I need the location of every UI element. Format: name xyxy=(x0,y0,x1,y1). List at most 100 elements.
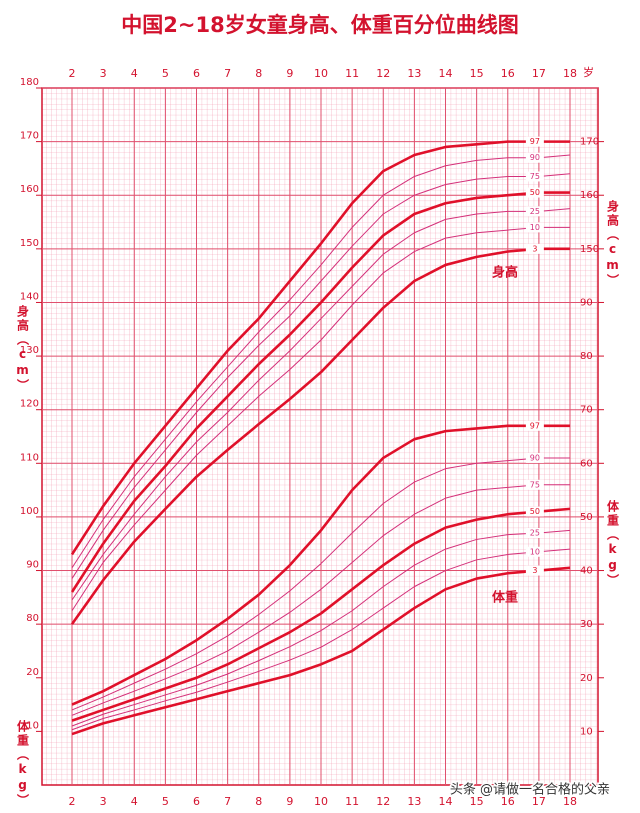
x-tick-label: 13 xyxy=(407,67,421,80)
y2-tick-label: 40 xyxy=(580,566,593,577)
percentile-line xyxy=(71,457,570,711)
x-tick-label: 2 xyxy=(69,67,76,80)
major-grid: 2 2 3 3 4 4 5 5 6 6 7 7 8 8 9 9 10 10 11 11 12 12 13 13 14 14 15 15… xyxy=(20,67,604,808)
x-tick-label: 6 xyxy=(193,67,200,80)
watermark: 头条 @请做一名合格的父亲 xyxy=(450,782,610,798)
label-bg xyxy=(525,546,544,557)
x-tick-label: 5 xyxy=(162,795,169,808)
x-tick-label: 5 xyxy=(162,67,169,80)
percentile-line xyxy=(71,154,571,569)
percentile-line xyxy=(71,566,571,736)
label-bg xyxy=(525,222,544,233)
y2-tick-label: 50 xyxy=(580,512,593,523)
y2-tick-label: 20 xyxy=(26,667,39,678)
series-label: 3 xyxy=(532,566,537,575)
y-axis-label: 身高（cm） xyxy=(16,304,30,393)
percentile-line xyxy=(71,529,571,727)
x-tick-label: 14 xyxy=(439,67,453,80)
percentile-line xyxy=(71,507,571,722)
label-bg xyxy=(525,452,544,463)
label-bg xyxy=(525,171,544,182)
x-tick-label: 3 xyxy=(100,67,107,80)
y-tick-label: 100 xyxy=(20,506,39,517)
series-label: 25 xyxy=(530,207,540,216)
series-label: 25 xyxy=(530,529,540,538)
x-tick-label: 15 xyxy=(470,795,484,808)
x-tick-label: 4 xyxy=(131,795,138,808)
y-tick-label: 150 xyxy=(20,238,39,249)
percentile-line xyxy=(71,208,571,601)
x-tick-label: 8 xyxy=(255,67,262,80)
x-tick-label: 4 xyxy=(131,67,138,80)
curves: 97 90 75 50 25 10 3 97 90 75 50 25 10 3 xyxy=(70,136,571,736)
y2-tick-label: 10 xyxy=(580,726,593,737)
percentile-line xyxy=(70,191,570,593)
x-tick-label: 17 xyxy=(532,67,546,80)
y-tick-label: 180 xyxy=(20,77,39,88)
annotation: 体重 xyxy=(492,590,518,606)
x-tick-label: 14 xyxy=(439,795,453,808)
series-label: 10 xyxy=(530,223,540,232)
series-label: 3 xyxy=(532,244,537,253)
percentile-line xyxy=(71,548,571,731)
y2-tick-label: 20 xyxy=(580,673,593,684)
label-bg xyxy=(525,528,544,539)
y-tick-label: 170 xyxy=(20,131,39,142)
label-bg xyxy=(525,479,544,490)
x-tick-label: 10 xyxy=(314,795,328,808)
x-tick-label: 9 xyxy=(286,67,293,80)
x-tick-label: 11 xyxy=(345,795,359,808)
y2-tick-label: 10 xyxy=(26,720,39,731)
x-tick-label: 15 xyxy=(470,67,484,80)
x-tick-label: 7 xyxy=(224,67,231,80)
label-bg xyxy=(525,206,544,217)
label-bg xyxy=(525,506,544,517)
series-label: 75 xyxy=(530,480,540,489)
y-tick-label: 160 xyxy=(580,190,599,201)
percentile-line xyxy=(70,247,570,625)
label-bg xyxy=(525,243,544,254)
x-tick-label: 18 xyxy=(563,795,577,808)
percentile-line xyxy=(71,484,570,716)
y-tick-label: 110 xyxy=(20,452,39,463)
y-axis-label-right: 身高（cm） xyxy=(606,199,620,288)
percentile-line xyxy=(71,173,571,579)
label-bg xyxy=(525,136,544,147)
y-tick-label: 80 xyxy=(26,613,39,624)
x-tick-label: 3 xyxy=(100,795,107,808)
y2-tick-label: 70 xyxy=(580,405,593,416)
label-bg xyxy=(525,152,544,163)
x-tick-label: 9 xyxy=(286,795,293,808)
x-tick-label: 16 xyxy=(501,67,515,80)
x-tick-label: 6 xyxy=(193,795,200,808)
series-label: 97 xyxy=(530,421,540,430)
y2-axis-label: 体重（kg） xyxy=(606,499,620,588)
series-label: 90 xyxy=(530,153,540,162)
label-bg xyxy=(525,187,544,198)
series-label: 10 xyxy=(530,547,540,556)
percentile-line xyxy=(71,226,570,612)
y-tick-label: 150 xyxy=(580,244,599,255)
y2-axis-label-left: 体重（kg） xyxy=(16,719,30,808)
series-label: 50 xyxy=(530,507,540,516)
y2-tick-label: 60 xyxy=(580,458,593,469)
series-label: 97 xyxy=(530,137,540,146)
x-tick-label: 18 xyxy=(563,67,577,80)
y-tick-label: 160 xyxy=(20,184,39,195)
x-tick-label: 10 xyxy=(314,67,328,80)
x-tick-label: 7 xyxy=(224,795,231,808)
percentile-line xyxy=(70,140,570,556)
y-tick-label: 130 xyxy=(20,345,39,356)
percentile-line xyxy=(71,424,570,706)
x-tick-label: 16 xyxy=(501,795,515,808)
series-label: 75 xyxy=(530,172,540,181)
y-tick-label: 140 xyxy=(20,291,39,302)
y2-tick-label: 30 xyxy=(580,619,593,630)
y-tick-label: 90 xyxy=(26,560,39,571)
label-bg xyxy=(525,565,544,576)
series-label: 50 xyxy=(530,188,540,197)
x-tick-label: 13 xyxy=(407,795,421,808)
x-tick-label: 12 xyxy=(376,795,390,808)
